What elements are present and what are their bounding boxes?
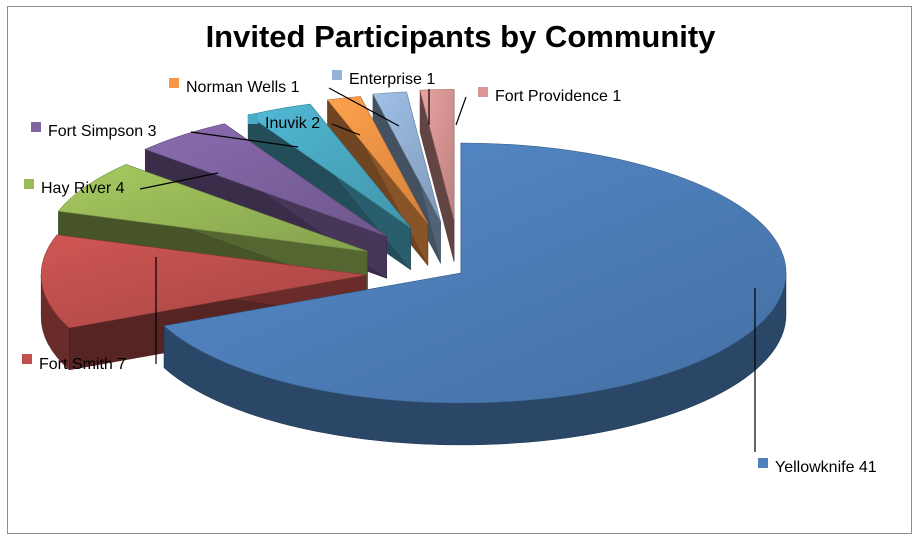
label-text: Fort Providence 1 [495, 88, 621, 105]
slice-top [40, 234, 367, 329]
label-swatch [24, 179, 34, 189]
label-text: Fort Simpson 3 [48, 123, 157, 140]
leader-line [328, 87, 400, 127]
slice-top [372, 91, 441, 222]
slice-top [163, 142, 787, 404]
data-label-enterprise: Enterprise 1 [332, 70, 435, 125]
leader-line [139, 172, 219, 190]
label-text: Yellowknife 41 [775, 459, 877, 476]
slice-top [57, 164, 368, 252]
label-text: Inuvik 2 [265, 115, 320, 132]
pie-slice-yellowknife [163, 142, 787, 446]
data-label-inuvik: Inuvik 2 [248, 114, 361, 136]
data-label-norman-wells: Norman Wells 1 [169, 78, 400, 127]
data-label-fort-smith: Fort Smith 7 [22, 257, 157, 373]
leader-line [455, 96, 467, 126]
label-text: Enterprise 1 [349, 71, 435, 88]
data-label-yellowknife: Yellowknife 41 [754, 288, 877, 476]
slice-top [326, 96, 429, 224]
label-text: Fort Smith 7 [39, 356, 126, 373]
slice-top [144, 123, 387, 237]
data-label-hay-river: Hay River 4 [24, 172, 219, 197]
data-label-fort-simpson: Fort Simpson 3 [31, 122, 299, 148]
data-label-fort-providence: Fort Providence 1 [455, 87, 621, 126]
label-text: Hay River 4 [41, 180, 125, 197]
label-swatch [332, 70, 342, 80]
leader-line [190, 131, 299, 148]
leader-line [331, 123, 361, 136]
label-swatch [248, 114, 258, 124]
label-swatch [22, 354, 32, 364]
label-text: Norman Wells 1 [186, 79, 300, 96]
pie-plot: Yellowknife 41 Fort Smith 7 Hay River 4 For… [22, 70, 877, 476]
chart-area: Invited Participants by Community Yellow… [7, 6, 912, 534]
label-swatch [31, 122, 41, 132]
label-swatch [169, 78, 179, 88]
chart-title: Invited Participants by Community [205, 19, 716, 54]
label-swatch [478, 87, 488, 97]
label-swatch [758, 458, 768, 468]
